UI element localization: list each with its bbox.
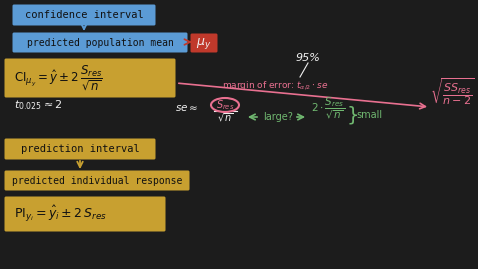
Text: prediction interval: prediction interval [21, 144, 140, 154]
Text: }: } [347, 105, 359, 125]
Text: 95%: 95% [295, 53, 320, 63]
Text: $\mathrm{PI}_{y_i} = \hat{y}_i \pm 2\,S_{res}$: $\mathrm{PI}_{y_i} = \hat{y}_i \pm 2\,S_… [14, 204, 107, 224]
Text: $se \approx$: $se \approx$ [175, 103, 198, 113]
Text: margin of error: $t_{\alpha/2} \cdot se$: margin of error: $t_{\alpha/2} \cdot se$ [222, 80, 328, 92]
FancyBboxPatch shape [12, 33, 187, 52]
Text: $t_{0.025} \approx 2$: $t_{0.025} \approx 2$ [14, 98, 63, 112]
Text: $\sqrt{n}$: $\sqrt{n}$ [217, 112, 233, 124]
Text: confidence interval: confidence interval [25, 10, 143, 20]
FancyBboxPatch shape [4, 139, 155, 160]
Text: $\sqrt{\dfrac{SS_{res}}{n-2}}$: $\sqrt{\dfrac{SS_{res}}{n-2}}$ [430, 76, 475, 108]
FancyBboxPatch shape [4, 171, 189, 190]
FancyBboxPatch shape [4, 58, 175, 97]
Text: $S_{res}$: $S_{res}$ [216, 98, 234, 112]
FancyBboxPatch shape [12, 5, 155, 26]
Text: small: small [356, 110, 382, 120]
FancyBboxPatch shape [4, 196, 165, 232]
Text: $2 \cdot \dfrac{S_{res}}{\sqrt{n}}$: $2 \cdot \dfrac{S_{res}}{\sqrt{n}}$ [311, 95, 345, 121]
Text: large?: large? [263, 112, 293, 122]
Text: $\mu_y$: $\mu_y$ [196, 36, 212, 51]
FancyBboxPatch shape [191, 34, 217, 52]
Text: predicted individual response: predicted individual response [12, 175, 182, 186]
Text: $\mathrm{CI}_{\mu_y} = \hat{y} \pm 2\,\dfrac{S_{res}}{\sqrt{n}}$: $\mathrm{CI}_{\mu_y} = \hat{y} \pm 2\,\d… [14, 63, 103, 93]
Text: predicted population mean: predicted population mean [27, 37, 174, 48]
